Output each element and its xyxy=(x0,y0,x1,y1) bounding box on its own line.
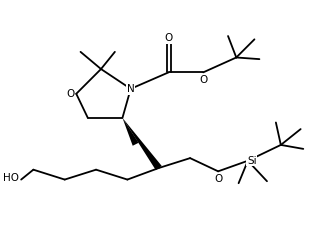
Text: Si: Si xyxy=(247,156,257,166)
Polygon shape xyxy=(123,118,139,146)
Text: O: O xyxy=(165,33,173,43)
Text: O: O xyxy=(214,174,222,184)
Text: O: O xyxy=(199,75,207,85)
Text: HO: HO xyxy=(3,173,19,183)
Text: N: N xyxy=(127,84,135,94)
Polygon shape xyxy=(123,118,162,170)
Text: O: O xyxy=(66,89,74,99)
